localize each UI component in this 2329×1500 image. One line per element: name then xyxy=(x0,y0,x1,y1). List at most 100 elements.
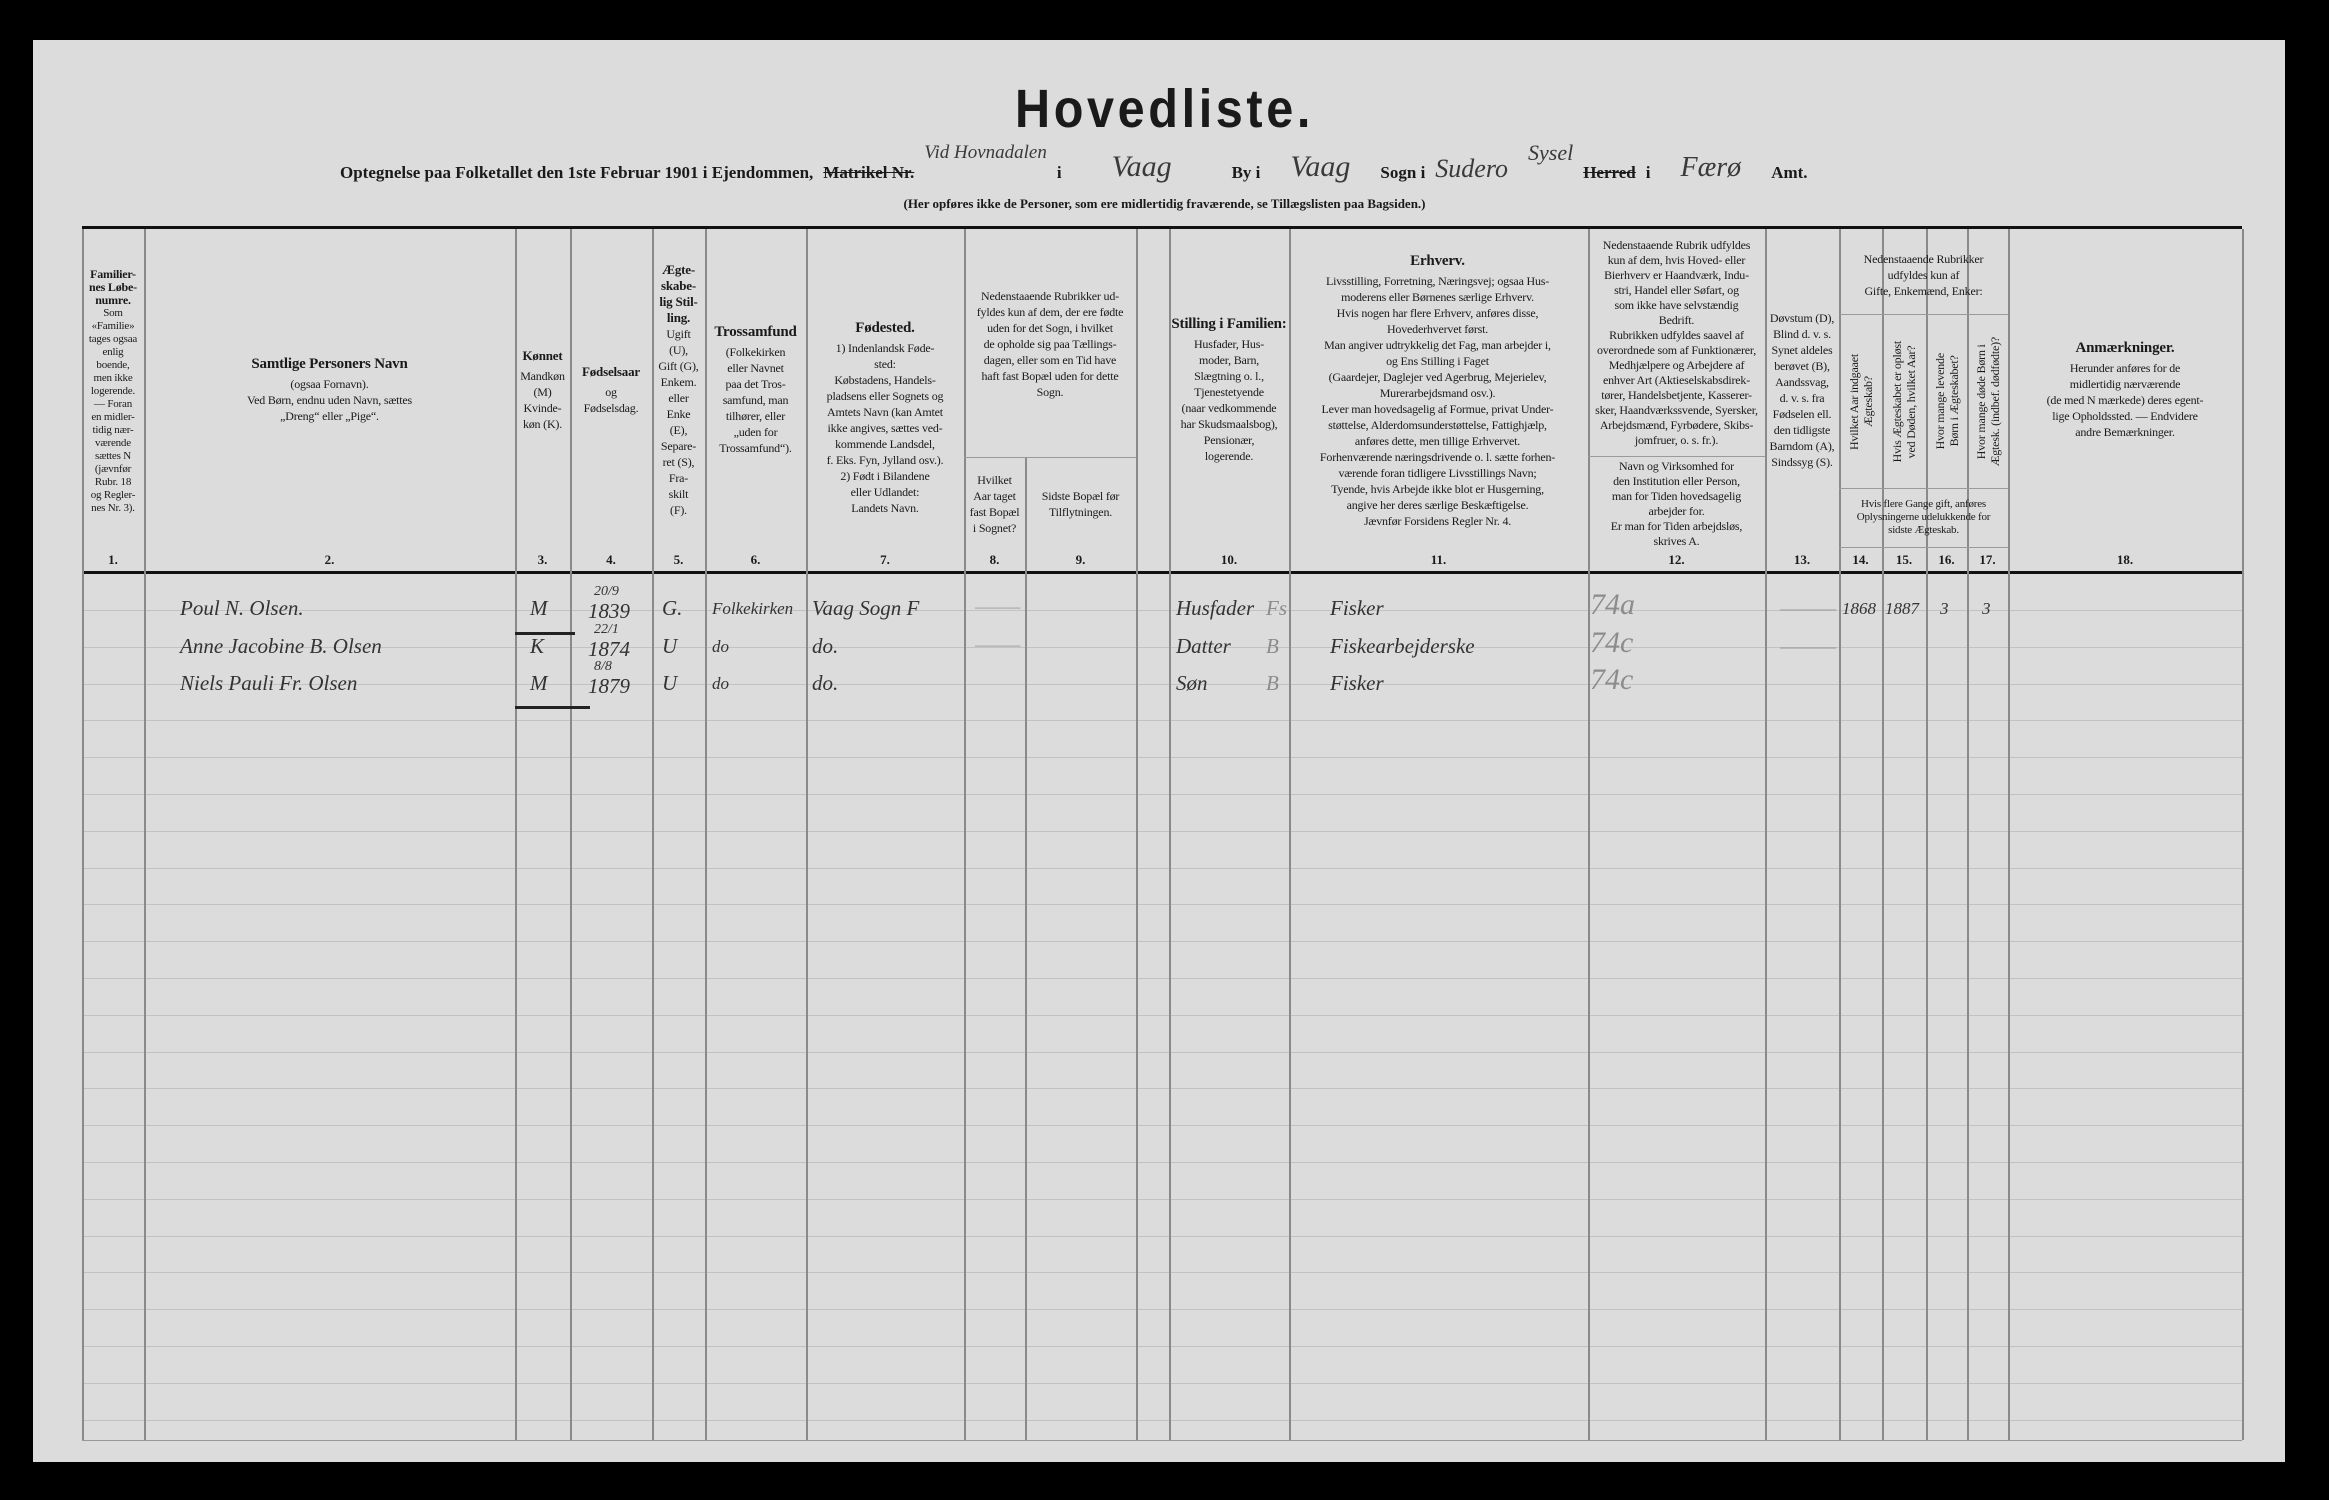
header-line: en midler- xyxy=(91,410,135,423)
header-line: tidig nær- xyxy=(92,423,134,436)
header-title: Anmærkninger. xyxy=(2075,340,2175,356)
dissolved-year: 1887 xyxy=(1885,599,1919,618)
column-divider xyxy=(964,229,966,1440)
header-line: Enke xyxy=(666,407,691,421)
row-line xyxy=(82,794,2242,795)
header-text: Stilling i Familien: Husfader, Hus-moder,… xyxy=(1171,316,1286,464)
header-line: haft fast Bopæl uden for dette xyxy=(981,369,1119,383)
row-line xyxy=(82,1015,2242,1016)
header-title: nes Løbe- xyxy=(89,279,137,294)
header-line: f. Eks. Fyn, Jylland osv.). xyxy=(826,452,944,467)
header-line: Gift (G), xyxy=(658,359,699,373)
header-line: Bedrift. xyxy=(1658,313,1695,327)
header-line: kun af dem, hvis Hoved- eller xyxy=(1607,253,1746,267)
header-line: paa det Tros- xyxy=(725,377,786,391)
column-divider xyxy=(1289,229,1291,1440)
header-line: „Dreng“ eller „Pige“. xyxy=(280,409,379,423)
header-cell: Fødested. 1) Indenlandsk Føde-sted: Købsta… xyxy=(806,290,964,545)
header-line: sættes N xyxy=(94,449,131,462)
header-line: Tjenestetyende xyxy=(1194,385,1264,399)
header-line: værende xyxy=(95,436,131,449)
header-title: Ægte- xyxy=(662,262,695,277)
column-number: 17. xyxy=(1979,552,1996,567)
header-line: skrives A. xyxy=(1653,534,1700,548)
header-line: Hvilket xyxy=(977,473,1012,487)
birth-day: 22/1 xyxy=(594,622,619,637)
header-line: Medhjælpere og Arbejdere af xyxy=(1608,358,1745,372)
header-title: Stilling i Familien: xyxy=(1171,316,1287,332)
row-line xyxy=(82,1052,2242,1053)
form-line-i2: i xyxy=(1645,163,1651,182)
marriage-year: 1868 xyxy=(1842,599,1876,618)
header-title: Erhverv. xyxy=(1410,253,1465,269)
header-split-line xyxy=(964,457,1136,458)
header-line: jomfruer, o. s. fr.). xyxy=(1634,433,1719,447)
header-line: Forhenværende næringsdrivende o. l. sætt… xyxy=(1319,450,1556,464)
header-line: Mandkøn xyxy=(520,369,565,383)
header-line: (naar vedkommende xyxy=(1181,401,1277,415)
row-line xyxy=(82,941,2242,942)
row-line xyxy=(82,1236,2242,1237)
header-line: Amtets Navn (kan Amtet xyxy=(827,404,943,419)
header-cell: Hvor mange levende Børn i Ægteskabet? xyxy=(1926,318,1967,485)
header-text: Hvis flere Gange gift, anføres Oplysninge… xyxy=(1857,498,1991,537)
header-line: (jævnfør xyxy=(94,462,132,475)
row-line xyxy=(82,757,2242,758)
header-top-rule xyxy=(82,226,2242,229)
district-name: Sysel xyxy=(1528,140,1574,165)
column-number: 15. xyxy=(1895,552,1913,567)
column-number: 7. xyxy=(880,552,890,567)
row-line xyxy=(82,868,2242,869)
header-line: fyldes kun af dem, der ere fødte xyxy=(976,305,1124,319)
row-line xyxy=(82,1162,2242,1163)
form-line-intro: Optegnelse paa Folketallet den 1ste Febr… xyxy=(340,163,814,182)
birthplace: do. xyxy=(812,634,839,658)
birth-year: 1839 xyxy=(588,599,630,623)
header-cell: Trossamfund (Folkekirken eller Navnet paa d… xyxy=(705,235,806,545)
year-settled: ——— xyxy=(975,597,1021,616)
header-line: (de med N mærkede) deres egent- xyxy=(2046,393,2204,407)
header-split-line xyxy=(1588,456,1765,457)
header-line: Tilflytningen. xyxy=(1048,505,1113,519)
column-number: 3. xyxy=(537,552,548,567)
header-line: (M) xyxy=(533,385,552,399)
header-line: men ikke xyxy=(93,371,133,384)
header-split-line xyxy=(1839,488,2008,489)
dead-children: 3 xyxy=(1982,599,1991,618)
header-line: ret (S), xyxy=(662,455,695,469)
form-line-by: By i xyxy=(1231,163,1261,182)
property-name: Vid Hovnadalen xyxy=(924,142,1047,163)
header-line: overordnede som af Funktionærer, xyxy=(1596,343,1757,357)
column-divider xyxy=(1967,229,1969,1440)
town-name: Vaag xyxy=(1111,150,1172,183)
occupation: Fisker xyxy=(1330,596,1384,620)
header-cell: Nedenstaaende Rubrik udfyldes kun af dem,… xyxy=(1588,234,1765,452)
birth-day: 8/8 xyxy=(594,659,612,674)
header-line: Døvstum (D), xyxy=(1769,311,1835,325)
matrikel-label: Matrikel Nr. xyxy=(823,163,915,182)
pencil-mark: B xyxy=(1266,671,1279,695)
form-title: Hovedliste. xyxy=(1015,79,1314,139)
header-text: Navn og Virksomhed for den Institution el… xyxy=(1611,459,1743,549)
header-text: Hvilket Aar indgaaet Ægteskab? xyxy=(1847,354,1875,450)
header-line: eller Navnet xyxy=(727,361,784,375)
header-cell: Erhverv. Livsstilling, Forretning, Næring… xyxy=(1289,236,1586,546)
header-line: Sidste Bopæl før xyxy=(1041,489,1120,503)
header-line: eller Udlandet: xyxy=(850,484,920,499)
header-line: nes Nr. 3). xyxy=(91,501,135,514)
header-line: Fødselen ell. xyxy=(1772,407,1832,421)
header-text: Fødested. 1) Indenlandsk Føde-sted: Købsta… xyxy=(827,320,944,516)
header-line: Fra- xyxy=(668,471,689,485)
header-text: Familier-nes Løbe-numre. Som «Familie» tage… xyxy=(89,267,137,515)
family-role: Søn xyxy=(1176,671,1208,695)
header-line: Separe- xyxy=(660,439,697,453)
birth-year: 1874 xyxy=(588,637,630,661)
header-cell: Hvis Ægteskabet er opløst ved Døden, hvil… xyxy=(1882,318,1926,485)
row-line xyxy=(82,978,2242,979)
family-role: Husfader xyxy=(1176,596,1255,620)
header-line: køn (K). xyxy=(522,417,563,431)
column-divider xyxy=(515,229,517,1440)
header-line: Ugift xyxy=(666,327,691,341)
row-line xyxy=(82,610,2242,611)
row-line xyxy=(82,1346,2242,1347)
